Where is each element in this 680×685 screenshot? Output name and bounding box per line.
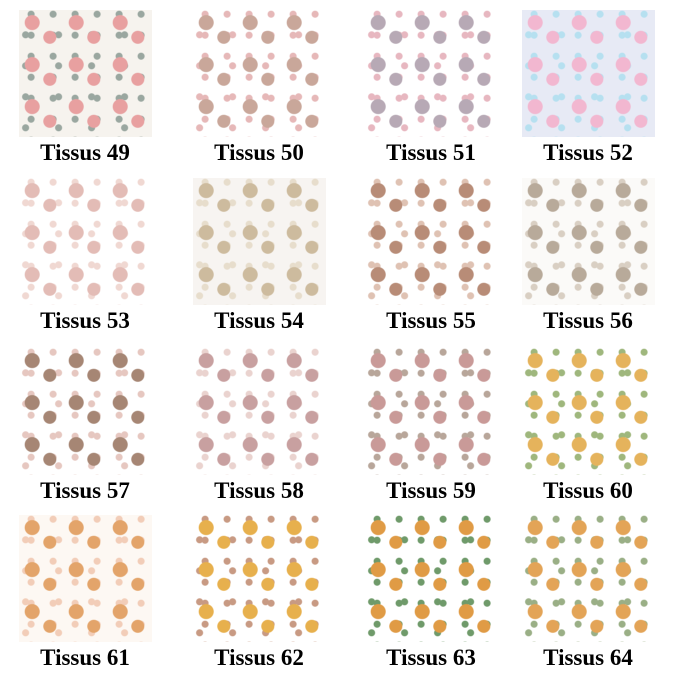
fabric-label: Tissus 52 <box>543 140 633 165</box>
fabric-label: Tissus 64 <box>543 645 633 670</box>
fabric-tile[interactable]: Tissus 49 <box>0 10 170 180</box>
fabric-label: Tissus 50 <box>214 140 304 165</box>
fabric-swatch-image[interactable] <box>365 10 498 137</box>
fabric-label: Tissus 49 <box>40 140 130 165</box>
fabric-tile[interactable]: Tissus 59 <box>346 348 516 518</box>
fabric-label: Tissus 53 <box>40 308 130 333</box>
fabric-swatch-image[interactable] <box>193 348 326 475</box>
fabric-tile[interactable]: Tissus 60 <box>503 348 673 518</box>
fabric-swatch-image[interactable] <box>193 10 326 137</box>
fabric-label: Tissus 56 <box>543 308 633 333</box>
fabric-tile[interactable]: Tissus 55 <box>346 178 516 348</box>
fabric-swatch-image[interactable] <box>193 515 326 642</box>
fabric-label: Tissus 55 <box>386 308 476 333</box>
fabric-label: Tissus 51 <box>386 140 476 165</box>
fabric-swatch-image[interactable] <box>19 178 152 305</box>
fabric-swatch-image[interactable] <box>19 10 152 137</box>
fabric-swatch-image[interactable] <box>19 515 152 642</box>
fabric-label: Tissus 62 <box>214 645 304 670</box>
fabric-tile[interactable]: Tissus 58 <box>174 348 344 518</box>
fabric-label: Tissus 54 <box>214 308 304 333</box>
fabric-swatch-image[interactable] <box>522 515 655 642</box>
fabric-tile[interactable]: Tissus 50 <box>174 10 344 180</box>
fabric-swatch-image[interactable] <box>365 348 498 475</box>
fabric-tile[interactable]: Tissus 56 <box>503 178 673 348</box>
fabric-tile[interactable]: Tissus 51 <box>346 10 516 180</box>
fabric-label: Tissus 60 <box>543 478 633 503</box>
fabric-tile[interactable]: Tissus 63 <box>346 515 516 685</box>
fabric-swatch-image[interactable] <box>365 515 498 642</box>
fabric-label: Tissus 58 <box>214 478 304 503</box>
fabric-tile[interactable]: Tissus 61 <box>0 515 170 685</box>
fabric-swatch-image[interactable] <box>522 178 655 305</box>
fabric-tile[interactable]: Tissus 52 <box>503 10 673 180</box>
fabric-swatch-image[interactable] <box>19 348 152 475</box>
fabric-swatch-image[interactable] <box>522 348 655 475</box>
fabric-swatch-image[interactable] <box>193 178 326 305</box>
fabric-label: Tissus 63 <box>386 645 476 670</box>
fabric-tile[interactable]: Tissus 62 <box>174 515 344 685</box>
fabric-tile[interactable]: Tissus 57 <box>0 348 170 518</box>
fabric-label: Tissus 59 <box>386 478 476 503</box>
fabric-tile[interactable]: Tissus 53 <box>0 178 170 348</box>
fabric-label: Tissus 57 <box>40 478 130 503</box>
fabric-tile[interactable]: Tissus 54 <box>174 178 344 348</box>
fabric-swatch-image[interactable] <box>522 10 655 137</box>
fabric-tile[interactable]: Tissus 64 <box>503 515 673 685</box>
fabric-swatch-image[interactable] <box>365 178 498 305</box>
fabric-label: Tissus 61 <box>40 645 130 670</box>
